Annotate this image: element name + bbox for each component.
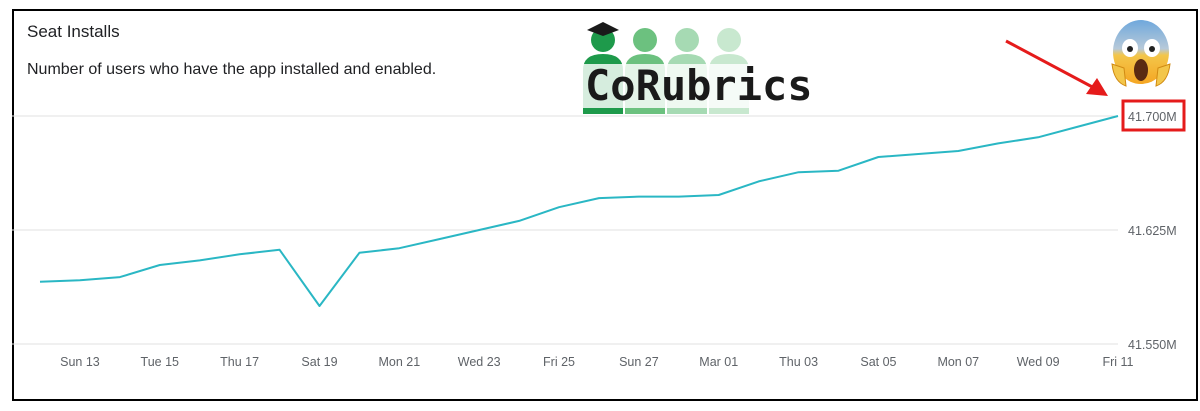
y-tick-label: 41.700M <box>1128 110 1177 124</box>
x-tick-label: Sun 27 <box>619 355 659 369</box>
x-tick-label: Thu 17 <box>220 355 259 369</box>
x-tick-label: Fri 11 <box>1102 355 1133 369</box>
data-point <box>477 228 482 233</box>
data-point <box>277 247 282 252</box>
corubrics-logo-text: CoRubrics <box>583 61 815 110</box>
arrow-shaft <box>1005 39 1099 92</box>
data-point <box>876 155 881 160</box>
gridlines <box>12 115 1118 345</box>
x-tick-label: Mar 01 <box>699 355 738 369</box>
data-point <box>596 196 601 201</box>
logo-person-head <box>675 28 699 52</box>
arrow-head-icon <box>1086 78 1108 96</box>
data-point <box>357 250 362 255</box>
data-point <box>557 205 562 210</box>
data-point <box>397 246 402 251</box>
annotation-layer <box>1005 39 1186 132</box>
y-tick-label: 41.625M <box>1128 224 1177 238</box>
x-tick-label: Tue 15 <box>141 355 180 369</box>
data-point <box>796 170 801 175</box>
x-tick-label: Mon 07 <box>937 355 979 369</box>
data-point <box>756 179 761 184</box>
x-tick-label: Mon 21 <box>378 355 420 369</box>
data-point <box>38 279 43 284</box>
data-point <box>1076 124 1081 129</box>
highlight-box <box>1121 99 1186 132</box>
chart-subtitle: Number of users who have the app install… <box>27 61 437 78</box>
data-point <box>956 148 961 153</box>
data-point <box>836 168 841 173</box>
data-point <box>676 194 681 199</box>
series-layer <box>38 114 1121 309</box>
data-point <box>157 262 162 267</box>
face-screaming-in-fear-icon <box>1111 20 1171 87</box>
data-point <box>77 278 82 283</box>
data-point <box>117 275 122 280</box>
x-tick-label: Thu 03 <box>779 355 818 369</box>
data-point <box>437 237 442 242</box>
x-tick-label: Wed 09 <box>1017 355 1060 369</box>
data-point <box>996 141 1001 146</box>
graduation-cap-icon <box>587 22 619 36</box>
x-tick-label: Sat 19 <box>301 355 337 369</box>
data-point <box>916 152 921 157</box>
y-axis-ticks: 41.700M 41.625M 41.550M <box>1128 110 1177 352</box>
x-tick-label: Wed 23 <box>458 355 501 369</box>
data-point <box>237 252 242 257</box>
y-tick-label: 41.550M <box>1128 338 1177 352</box>
x-axis-ticks: Sun 13 Tue 15 Thu 17 Sat 19 Mon 21 Wed 23 Fri … <box>60 355 1133 369</box>
logo-person-head <box>717 28 741 52</box>
data-point <box>1116 114 1121 119</box>
data-point <box>197 258 202 263</box>
data-point <box>1036 135 1041 140</box>
x-tick-label: Sat 05 <box>860 355 896 369</box>
logo-person-head <box>591 28 615 52</box>
data-point <box>517 218 522 223</box>
series-line <box>39 115 1119 307</box>
data-point <box>317 304 322 309</box>
chart-title: Seat Installs <box>27 22 120 41</box>
x-tick-label: Sun 13 <box>60 355 100 369</box>
data-point <box>716 193 721 198</box>
logo-person-head <box>633 28 657 52</box>
data-point <box>636 194 641 199</box>
x-tick-label: Fri 25 <box>543 355 575 369</box>
